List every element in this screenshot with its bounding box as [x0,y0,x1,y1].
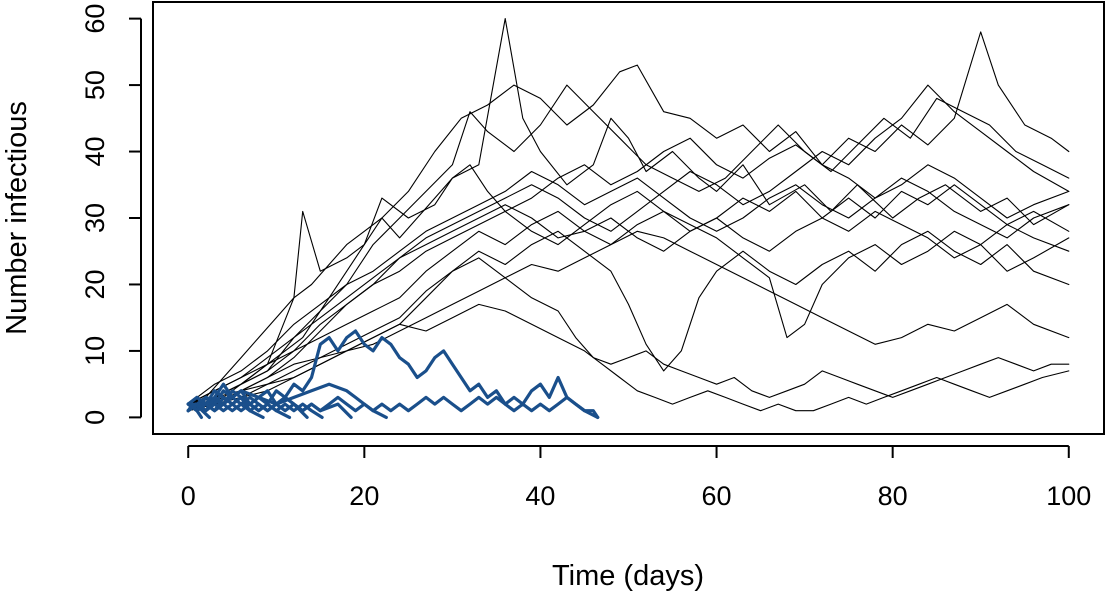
x-axis: 0 20 40 60 80 100 [181,445,1091,511]
trajectory-line-established-21 [187,230,1070,412]
y-axis-title: Number infectious [1,101,33,335]
trajectory-line-established-14 [187,190,1070,405]
trajectory-line-established-11 [187,31,1070,412]
trajectory-line-extinct-7 [186,389,309,419]
trajectory-line-extinct-8 [186,402,203,419]
y-axis: 0 10 20 30 40 50 60 [80,4,142,425]
y-tick-label: 0 [80,410,110,425]
trajectory-line-established-16 [187,137,1070,405]
trajectory-line-established-17 [187,190,1070,412]
trajectory-line-established-10 [187,18,1070,405]
x-axis-title: Time (days) [552,560,704,592]
trajectory-line-established-18 [187,257,1070,405]
plot-frame [152,1,1105,435]
trajectory-line-established-12 [187,84,1070,405]
x-tick-label: 0 [181,481,196,511]
x-tick-label: 60 [702,481,732,511]
trajectory-line-established-13 [187,184,1070,412]
x-tick-label: 80 [878,481,908,511]
y-tick-label: 60 [80,4,110,34]
trajectory-line-established-22 [187,170,1070,405]
x-tick-label: 40 [525,481,555,511]
trajectory-line-extinct-9 [186,389,600,419]
y-tick-label: 10 [80,336,110,366]
y-tick-label: 20 [80,269,110,299]
trajectory-lines [186,18,1070,419]
trajectory-line-established-19 [187,303,1070,412]
x-tick-label: 100 [1046,481,1091,511]
x-tick-label: 20 [349,481,379,511]
y-tick-label: 40 [80,136,110,166]
y-tick-label: 30 [80,203,110,233]
trajectory-line-established-20 [187,84,1070,405]
y-tick-label: 50 [80,70,110,100]
